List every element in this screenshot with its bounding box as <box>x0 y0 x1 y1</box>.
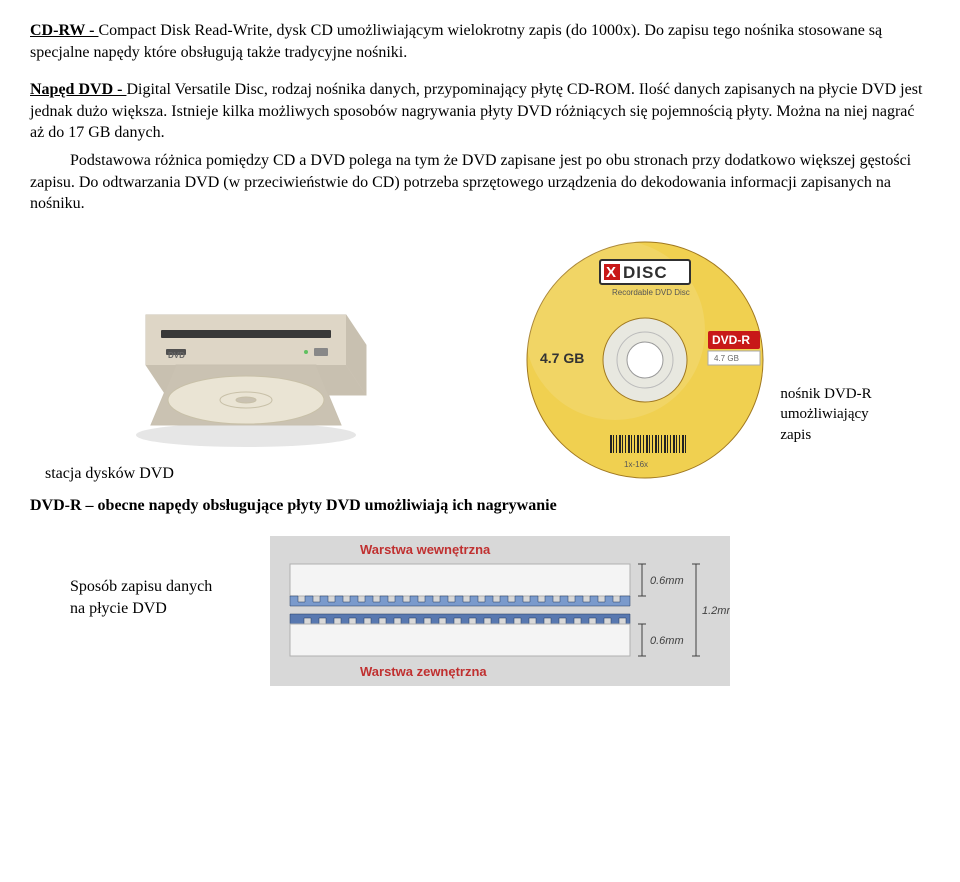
dvd-disc-image: X DISC Recordable DVD Disc 4.7 GB DVD-R 4.7 G… <box>520 235 770 485</box>
dvdr-line: DVD-R – obecne napędy obsługujące płyty … <box>30 495 930 517</box>
svg-text:Recordable DVD Disc: Recordable DVD Disc <box>612 288 690 297</box>
disc-block: X DISC Recordable DVD Disc 4.7 GB DVD-R 4.7 G… <box>462 235 930 485</box>
drive-block: DVD stacja dysków DVD <box>30 285 462 485</box>
layers-caption: Sposób zapisu danych na płycie DVD <box>30 536 270 619</box>
disc-caption-l1: nośnik DVD-R <box>780 386 871 402</box>
svg-text:0.6mm: 0.6mm <box>650 635 684 647</box>
images-row: DVD stacja dysków DVD X DISC Recordable DV… <box>30 235 930 485</box>
svg-text:4.7 GB: 4.7 GB <box>714 354 739 363</box>
disc-caption-l2: umożliwiający <box>780 406 868 422</box>
disc-caption-l3: zapis <box>780 427 811 443</box>
dvd-drive-image: DVD <box>106 285 386 455</box>
dvd-term: Napęd DVD - <box>30 81 126 98</box>
svg-text:Warstwa zewnętrzna: Warstwa zewnętrzna <box>360 664 487 679</box>
drive-caption: stacja dysków DVD <box>15 463 477 485</box>
layers-row: Sposób zapisu danych na płycie DVD Warst… <box>30 536 930 686</box>
cdrw-text: Compact Disk Read-Write, dysk CD umożliw… <box>30 22 882 61</box>
svg-text:1.2mm: 1.2mm <box>702 605 730 617</box>
para-cdrw: CD-RW - Compact Disk Read-Write, dysk CD… <box>30 20 930 63</box>
disc-caption: nośnik DVD-R umożliwiający zapis <box>780 384 871 445</box>
para-diff: Podstawowa różnica pomiędzy CD a DVD pol… <box>30 150 930 215</box>
dvd-text: Digital Versatile Disc, rodzaj nośnika d… <box>30 81 922 141</box>
para-dvd: Napęd DVD - Digital Versatile Disc, rodz… <box>30 79 930 144</box>
dvd-layers-image: Warstwa wewnętrzna Warstwa zewnętrzna 0.6m… <box>270 536 730 686</box>
svg-text:4.7 GB: 4.7 GB <box>540 350 584 366</box>
svg-text:DISC: DISC <box>623 263 668 282</box>
svg-text:DVD: DVD <box>168 351 185 360</box>
layers-caption-l2: na płycie DVD <box>70 600 167 617</box>
svg-text:1x-16x: 1x-16x <box>624 460 648 469</box>
svg-text:Warstwa wewnętrzna: Warstwa wewnętrzna <box>360 542 491 557</box>
layers-caption-l1: Sposób zapisu danych <box>70 578 212 595</box>
cdrw-term: CD-RW - <box>30 22 98 39</box>
svg-text:0.6mm: 0.6mm <box>650 575 684 587</box>
svg-text:X: X <box>606 264 616 281</box>
svg-text:DVD-R: DVD-R <box>712 333 750 347</box>
